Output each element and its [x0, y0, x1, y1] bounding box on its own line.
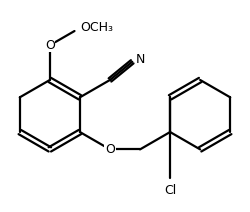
Text: Cl: Cl [164, 184, 176, 197]
Text: OCH₃: OCH₃ [80, 21, 113, 34]
Text: N: N [136, 53, 145, 66]
Text: O: O [45, 39, 55, 52]
Text: O: O [105, 143, 115, 156]
